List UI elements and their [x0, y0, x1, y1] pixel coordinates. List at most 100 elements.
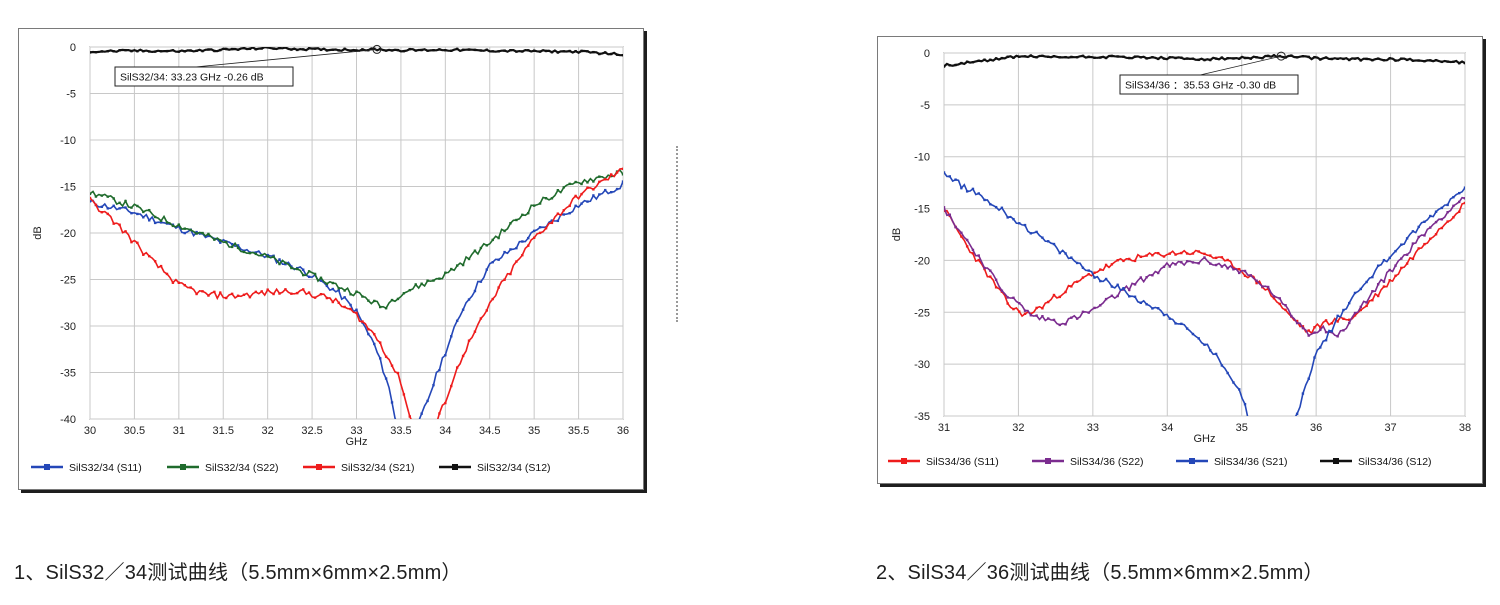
- series-sils34-36-s22-point: [1029, 314, 1033, 317]
- series-sils34-36-s11-point: [1116, 259, 1119, 262]
- series-sils34-36-s22-point: [1411, 242, 1415, 245]
- series-sils34-36-s21-point: [1440, 206, 1444, 210]
- series-sils34-36-s11-point: [1452, 216, 1455, 219]
- series-sils34-36-s11-point: [1365, 304, 1368, 308]
- series-sils34-36-s22-point: [1290, 314, 1293, 318]
- series-sils32-34-s12-point: [461, 48, 465, 52]
- series-sils34-36-s22-point: [1434, 220, 1438, 224]
- series-sils32-34-s12-point: [343, 47, 346, 51]
- series-sils34-36-s22-point: [1191, 261, 1195, 264]
- series-sils32-34-s22-point: [450, 267, 453, 271]
- series-sils32-34-s12-point: [420, 48, 423, 52]
- series-sils32-34-s12-point: [159, 50, 163, 53]
- series-sils34-36-s11-point: [977, 258, 980, 262]
- series-sils32-34-s12-point: [337, 49, 340, 52]
- series-sils34-36-s11-point: [1400, 266, 1403, 270]
- series-sils32-34-s21-point: [361, 320, 364, 323]
- series-sils32-34-s12-point: [195, 49, 198, 53]
- x-tick-label: 36: [617, 425, 629, 437]
- series-sils32-34-s12-point: [118, 49, 121, 52]
- series-sils34-36-s22-point: [1000, 289, 1004, 292]
- series-sils32-34-s11-point: [562, 213, 565, 216]
- series-sils32-34-s12-point: [278, 47, 281, 50]
- series-sils34-36-s22-point: [1012, 296, 1015, 300]
- series-sils32-34-s21-point: [609, 173, 613, 176]
- y-tick-label: -35: [60, 368, 76, 380]
- series-sils34-36-s21-point: [1203, 343, 1206, 346]
- legend-swatch-marker: [180, 464, 186, 470]
- series-sils34-36-s12-point: [1087, 55, 1090, 59]
- series-sils32-34-s21-point: [236, 294, 240, 297]
- caption-chart-1: 1、SilS32／34测试曲线（5.5mm×6mm×2.5mm）: [14, 562, 462, 584]
- series-sils34-36-s11-point: [1440, 226, 1444, 230]
- series-sils34-36-s22-point: [1168, 265, 1171, 268]
- series-sils32-34-s11-point: [349, 303, 352, 307]
- y-axis-label: dB: [891, 228, 903, 241]
- series-sils32-34-s11-point: [106, 207, 109, 210]
- series-sils34-36-s21-point: [1209, 349, 1212, 352]
- series-sils34-36-s12-point: [1376, 57, 1380, 60]
- series-sils32-34-s12-point: [201, 49, 204, 53]
- series-sils32-34-s12-point: [94, 51, 98, 54]
- series-sils32-34-s22-point: [236, 246, 240, 250]
- series-sils34-36-s11-point: [1139, 255, 1143, 259]
- series-sils32-34-s22-point: [396, 297, 400, 301]
- marker-label-text: SilS34/36 ：35.53 GHz -0.30 dB: [1125, 80, 1276, 92]
- series-sils32-34-s21-point: [213, 290, 216, 294]
- series-sils34-36-s22-point: [944, 206, 946, 209]
- series-sils34-36-s12-point: [1116, 55, 1119, 58]
- series-sils34-36-s11-point: [1423, 242, 1426, 246]
- legend-entry-label: SilS34/36 (S12): [1358, 456, 1432, 468]
- series-sils32-34-s11-point: [100, 205, 104, 209]
- series-sils32-34-s11-point: [580, 202, 583, 205]
- series-sils34-36-s22-point: [1075, 317, 1079, 320]
- series-sils34-36-s11-point: [1359, 308, 1362, 312]
- series-sils34-36-s12-point: [1197, 58, 1200, 62]
- series-sils32-34-s22-point: [349, 293, 352, 296]
- series-sils32-34-s22-point: [562, 186, 565, 189]
- series-sils32-34-s21-point: [568, 204, 571, 208]
- series-sils32-34-s22-point: [361, 295, 364, 298]
- series-sils34-36-s12-point: [1394, 59, 1397, 62]
- series-sils32-34-s12-point: [325, 49, 329, 52]
- series-sils32-34-s11-point: [159, 221, 163, 224]
- series-sils34-36-s22-point: [983, 266, 986, 270]
- series-sils34-36-s11-point: [1075, 280, 1079, 283]
- series-sils32-34-s11-point: [378, 357, 382, 360]
- series-sils32-34-s12-point: [580, 49, 583, 53]
- legend-entry-label: SilS34/36 (S22): [1070, 456, 1144, 468]
- series-sils34-36-s12-point: [965, 60, 969, 63]
- series-sils34-36-s22-point: [1128, 288, 1131, 292]
- x-tick-label: 35: [1236, 422, 1248, 434]
- legend-swatch-marker: [316, 464, 322, 470]
- series-sils34-36-s11-point: [1371, 299, 1374, 302]
- series-sils32-34-s22-point: [509, 222, 512, 225]
- series-sils32-34-s21-point: [515, 260, 518, 263]
- series-sils32-34-s22-point: [272, 255, 275, 259]
- series-sils32-34-s11-point: [586, 200, 589, 203]
- marker-label-text: SilS32/34: 33.23 GHz -0.26 dB: [120, 72, 264, 84]
- series-sils32-34-s21-point: [538, 231, 542, 235]
- series-sils32-34-s12-point: [373, 47, 376, 51]
- legend-entry-label: SilS34/36 (S21): [1214, 456, 1288, 468]
- series-sils34-36-s12-point: [977, 59, 980, 62]
- series-sils32-34-s21-point: [219, 291, 222, 294]
- series-sils32-34-s11-point: [621, 180, 623, 183]
- series-sils32-34-s21-point: [521, 253, 524, 257]
- series-sils34-36-s12-point: [1075, 56, 1079, 59]
- series-sils34-36-s11-point: [1047, 300, 1050, 304]
- series-sils34-36-s21-point: [1417, 225, 1420, 229]
- series-sils32-34-s22-point: [183, 227, 186, 230]
- series-sils34-36-s22-point: [1272, 295, 1276, 298]
- plot-area: [943, 52, 1466, 417]
- series-sils34-36-s12-point: [1284, 56, 1287, 59]
- series-sils34-36-s11-point: [1058, 295, 1061, 299]
- series-sils34-36-s12-point: [1162, 57, 1166, 60]
- series-sils34-36-s12-point: [1238, 57, 1241, 60]
- series-sils34-36-s22-point: [1313, 331, 1316, 334]
- series-sils32-34-s12-point: [467, 48, 471, 51]
- series-sils34-36-s21-point: [1284, 419, 1286, 421]
- series-sils32-34-s21-point: [450, 384, 453, 388]
- series-sils34-36-s12-point: [1342, 57, 1345, 61]
- series-sils34-36-s12-point: [1093, 56, 1096, 59]
